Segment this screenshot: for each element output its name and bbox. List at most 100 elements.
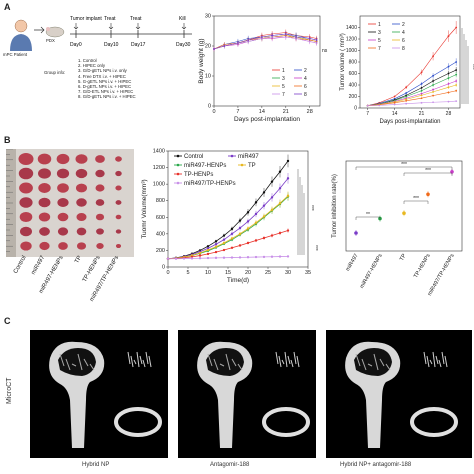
femur-cavity <box>58 348 96 376</box>
y-axis-label: Tuomr Volume(mm³) <box>141 179 148 238</box>
x-tick-label: 10 <box>205 270 211 276</box>
data-point <box>222 256 226 259</box>
trabecular-detail <box>284 351 288 368</box>
significance-bracket <box>355 216 381 220</box>
data-point <box>420 101 423 104</box>
trabecular-detail <box>426 355 430 368</box>
data-point <box>206 256 210 260</box>
microct-image-3 <box>326 330 472 458</box>
trabecular-detail <box>441 351 445 365</box>
data-point <box>271 34 274 37</box>
trabecular-detail <box>133 359 137 365</box>
y-tick-label: 800 <box>349 60 358 66</box>
y-tick-label: 1400 <box>346 25 357 31</box>
data-point <box>222 241 226 245</box>
data-point <box>447 91 450 94</box>
trabecula <box>361 358 367 371</box>
panel-c: C MicroCT Hybrid NP Antagomir-188 Hybrid… <box>0 310 474 474</box>
data-point <box>405 95 408 98</box>
data-point <box>214 245 218 248</box>
x-tick-label: 28 <box>307 109 313 115</box>
x-tick-label: miR497-HENPs <box>359 253 384 290</box>
tumor-sample <box>20 241 32 251</box>
trabecular-detail <box>290 359 294 368</box>
tumor-sample <box>75 154 88 164</box>
tumor-sample <box>95 169 105 178</box>
bone-group <box>345 341 458 448</box>
data-point <box>405 86 408 89</box>
series-line-3 <box>367 69 457 106</box>
tumor-sample <box>96 228 104 235</box>
data-point <box>420 94 423 97</box>
trabecular-detail <box>438 359 442 368</box>
legend-marker <box>176 172 180 176</box>
data-point <box>246 241 250 245</box>
bone-scan-3 <box>345 341 458 448</box>
legend-label: 3 <box>282 76 285 82</box>
data-point <box>447 100 450 103</box>
group-item-7: 7. G/D-ETL NPs i.v. + HIPEC <box>78 89 134 95</box>
trabecular-detail <box>142 359 146 368</box>
tumor-sample <box>115 214 122 220</box>
significance-bracket <box>403 200 429 204</box>
data-point <box>420 92 423 95</box>
data-point <box>455 84 458 86</box>
data-point <box>455 89 458 92</box>
timeline-event-3: Kill <box>179 16 186 22</box>
legend-label: 8 <box>402 46 405 52</box>
data-point <box>315 42 318 44</box>
x-tick-label: miR497/TP-HENPs <box>427 253 456 297</box>
series-line-2 <box>367 61 457 106</box>
tumor-sample <box>76 227 87 236</box>
data-point <box>420 82 423 85</box>
x-tick-label: 15 <box>225 270 231 276</box>
femur-cavity <box>354 348 392 376</box>
data-point <box>246 227 250 230</box>
data-point <box>238 226 242 230</box>
legend-label: 6 <box>402 38 405 44</box>
bone-cross-section <box>410 407 458 437</box>
y-axis-label: Tumor volume ( mm³) <box>340 33 346 90</box>
trabecula <box>71 363 77 367</box>
data-point <box>278 255 282 258</box>
data-point <box>393 101 396 104</box>
mouse-icon <box>45 26 65 38</box>
tumor-sample <box>37 153 52 165</box>
data-point <box>238 256 242 259</box>
tumor-sample <box>115 170 122 177</box>
trabecular-detail <box>130 355 134 368</box>
y-tick-label: 1000 <box>153 182 165 188</box>
data-point <box>455 100 458 102</box>
data-point <box>432 91 434 93</box>
bone-marrow-space <box>271 415 301 429</box>
series-line-8 <box>213 33 317 50</box>
data-point <box>286 194 290 197</box>
data-point <box>278 231 282 235</box>
trabecula <box>355 353 361 367</box>
significance-bracket <box>355 166 453 170</box>
y-tick-label: 600 <box>349 71 358 77</box>
data-point <box>174 257 178 260</box>
panel-b: B Control miR497 miR497-HENPs TP TP-HENPs miR… <box>0 135 474 310</box>
group-item-2: 2. HIPEC only <box>78 63 105 69</box>
trabecula <box>207 353 213 367</box>
data-point <box>308 40 311 43</box>
data-point <box>270 255 274 258</box>
trabecular-detail <box>432 351 436 368</box>
series-line-1 <box>367 27 457 106</box>
data-point <box>455 61 458 63</box>
data-point <box>420 71 423 74</box>
tumor-sample <box>57 183 69 193</box>
data-point <box>455 69 458 71</box>
x-tick-label: 14 <box>392 111 398 117</box>
bone-marrow-space <box>419 415 449 429</box>
series-line-Control <box>167 160 289 260</box>
trabecular-detail <box>293 351 297 365</box>
tumor-sample <box>96 243 104 249</box>
legend-label: miR497-HENPs <box>184 163 226 169</box>
data-point <box>260 36 263 38</box>
series-line-TP <box>167 195 289 260</box>
data-point <box>222 238 226 241</box>
tumor-sample <box>115 243 122 249</box>
x-tick-label: 20 <box>245 270 251 276</box>
